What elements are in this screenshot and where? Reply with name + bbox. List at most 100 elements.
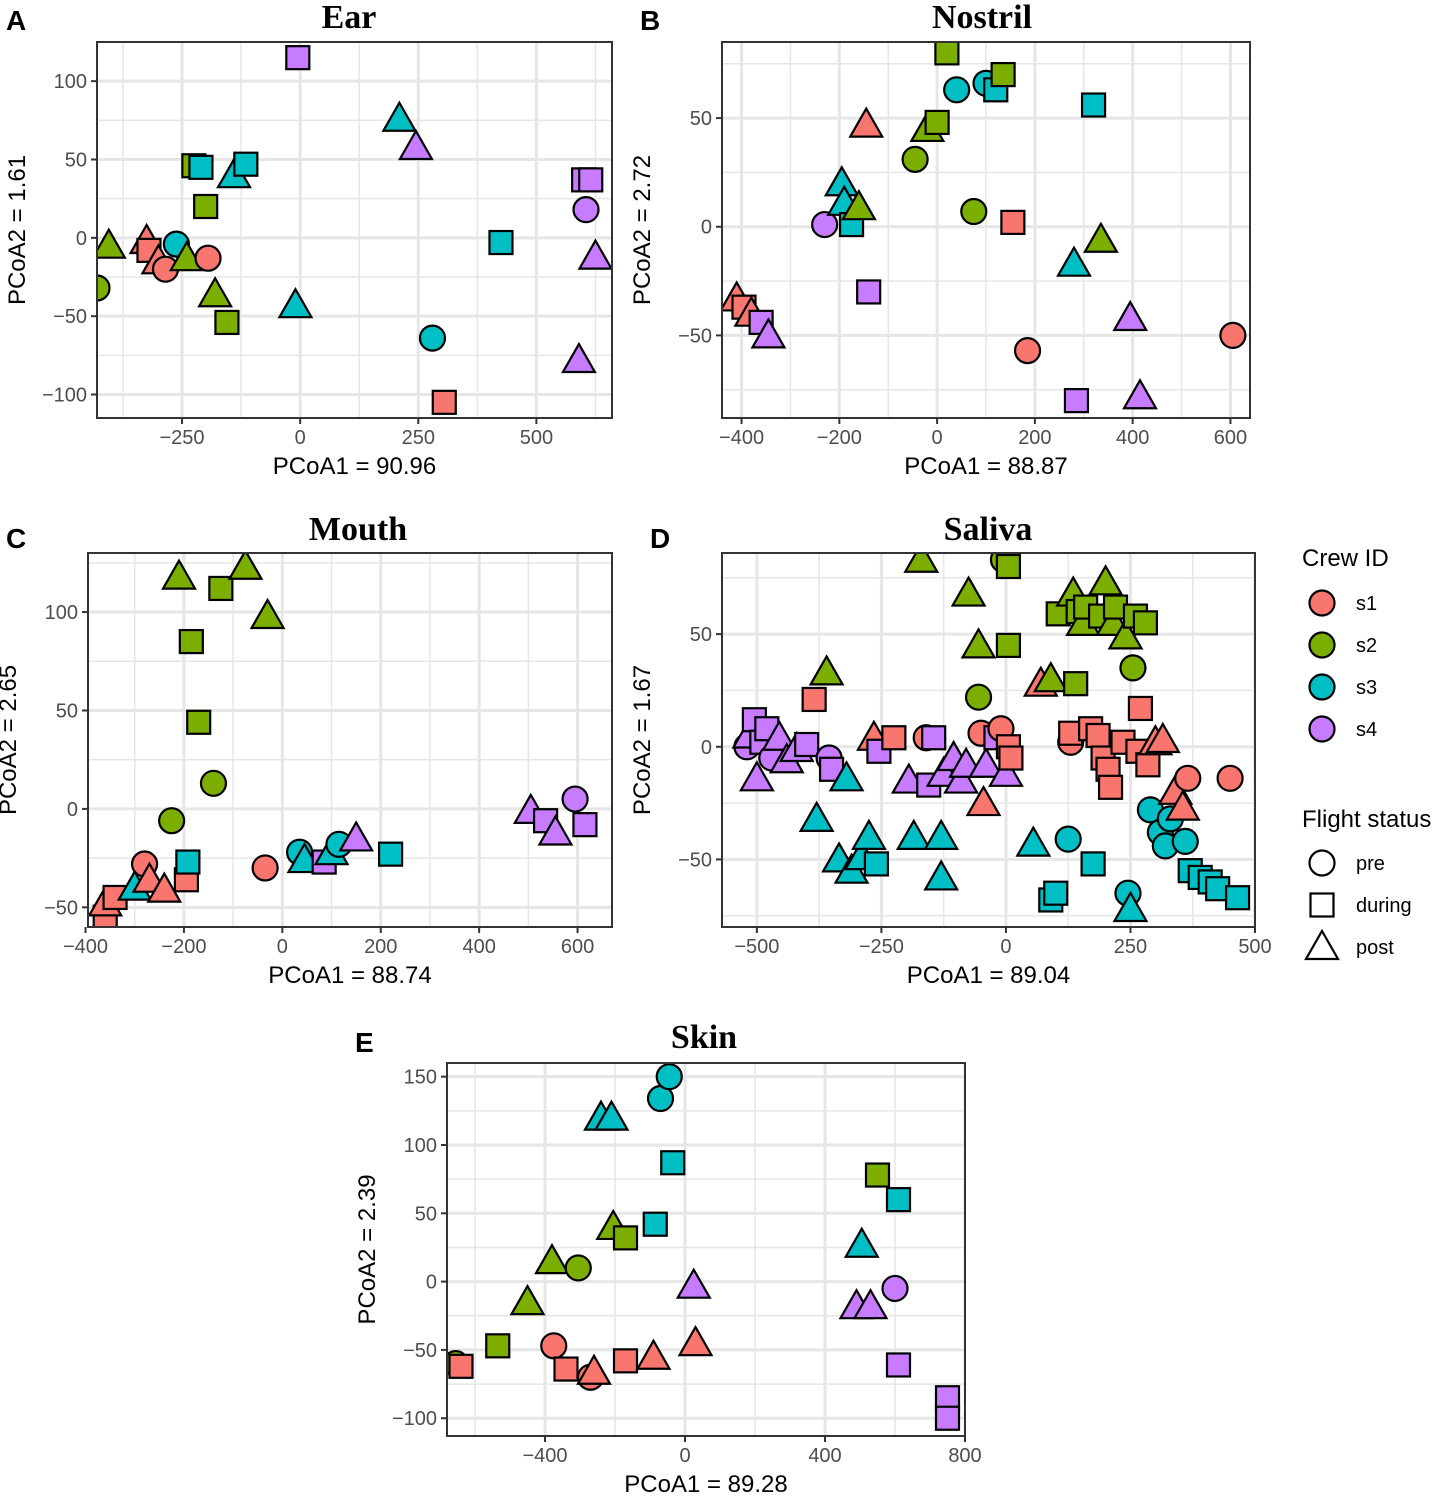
x-tick-label: −250	[859, 936, 904, 958]
x-axis-label: PCoA1 = 89.28	[624, 1471, 787, 1498]
y-axis-label: PCoA2 = 2.65	[0, 665, 22, 815]
point-s1-square	[553, 1356, 579, 1382]
plot-border	[446, 1062, 966, 1437]
y-tick-label: 0	[701, 737, 712, 759]
legend-swatch-s2	[1308, 631, 1336, 659]
point-s2-circle	[97, 274, 111, 302]
legend-label: s1	[1356, 593, 1377, 615]
y-tick-label: −50	[678, 325, 712, 347]
point-s1-square	[1135, 752, 1161, 778]
point-s2-square	[934, 42, 960, 66]
point-s1-triangle	[146, 871, 183, 903]
plot-border	[96, 41, 613, 419]
point-s4-triangle	[943, 762, 979, 794]
panel-title: Nostril	[932, 0, 1032, 36]
point-s1-square	[881, 725, 907, 751]
point-s3-square	[885, 1187, 912, 1213]
point-s2-square	[208, 575, 234, 602]
point-s1-square	[998, 745, 1024, 771]
data-points	[88, 553, 598, 927]
point-s1-circle	[1013, 337, 1042, 365]
x-tick-label: 0	[295, 427, 306, 449]
point-s3-square	[488, 229, 514, 256]
point-s4-square	[794, 731, 820, 758]
point-s1-triangle	[677, 1324, 714, 1357]
point-s1-triangle	[635, 1338, 672, 1370]
y-tick-label: 100	[54, 71, 87, 93]
point-s3-square	[1080, 851, 1106, 877]
x-tick-label: −200	[817, 427, 862, 449]
y-axis-label: PCoA2 = 1.67	[629, 665, 656, 815]
y-tick-label: −50	[403, 1340, 437, 1362]
x-tick-label: 500	[520, 427, 553, 449]
point-s1-square	[1097, 774, 1124, 800]
y-tick-label: 0	[426, 1272, 437, 1294]
point-s2-circle	[964, 683, 993, 711]
gridlines	[722, 42, 1250, 418]
point-s3-triangle	[843, 1226, 880, 1258]
x-tick-label: 0	[932, 427, 943, 449]
panel-title: Mouth	[309, 511, 407, 548]
x-tick-label: 200	[1018, 427, 1051, 449]
point-s2-square	[990, 62, 1016, 88]
point-s3-circle	[1171, 827, 1199, 855]
y-axis-label: PCoA2 = 2.72	[629, 155, 656, 305]
legend-swatch-s1	[1308, 589, 1336, 617]
legend-item-s4: s4	[1308, 715, 1377, 743]
plot-background	[447, 1063, 965, 1436]
point-s4-circle	[561, 785, 589, 813]
legend-label: s4	[1356, 719, 1377, 741]
y-tick-label: 0	[76, 228, 87, 250]
point-s2-triangle	[1032, 660, 1069, 693]
point-s4-triangle	[338, 820, 375, 852]
point-s1-triangle	[848, 106, 885, 138]
x-tick-label: 0	[277, 936, 288, 958]
point-s4-square	[578, 167, 604, 193]
x-axis-label: PCoA1 = 88.87	[904, 453, 1067, 480]
point-s2-triangle	[960, 627, 997, 659]
point-s2-triangle	[509, 1283, 546, 1316]
point-s3-triangle	[851, 818, 887, 850]
point-s1-circle	[251, 854, 279, 882]
legend-label: s3	[1356, 677, 1377, 699]
point-s3-triangle	[923, 859, 960, 891]
x-tick-label: 0	[679, 1445, 690, 1467]
point-s2-square	[178, 628, 204, 655]
x-tick-label: 600	[561, 936, 594, 958]
point-s3-triangle	[593, 1099, 630, 1131]
point-s3-circle	[655, 1063, 683, 1091]
point-s4-triangle	[398, 128, 434, 161]
point-s3-square	[1224, 885, 1251, 911]
x-tick-label: 400	[1116, 427, 1149, 449]
point-s3-triangle	[923, 818, 960, 850]
x-tick-label: 0	[1000, 936, 1011, 958]
point-s3-square	[863, 851, 890, 877]
point-s4-triangle	[1122, 378, 1158, 410]
point-s3-square	[188, 154, 214, 180]
x-tick-label: −200	[161, 936, 206, 958]
point-s3-circle	[1054, 825, 1082, 853]
point-s1-circle	[1219, 321, 1247, 350]
plot-border	[721, 41, 1251, 419]
panel-letter: C	[6, 523, 26, 554]
y-tick-label: 50	[690, 624, 712, 646]
point-s1-square	[612, 1348, 639, 1374]
data-points	[447, 1063, 961, 1431]
point-s3-square	[377, 841, 404, 867]
y-tick-label: 50	[415, 1203, 437, 1225]
panel-c: C Mouth −400 −200 0 200 400 600 −50 0 50 100 PCoA1 =…	[0, 511, 613, 989]
point-s2-triangle	[227, 553, 264, 580]
x-tick-label: −400	[522, 1445, 567, 1467]
point-s3-triangle	[1056, 245, 1092, 277]
point-s1-square	[1000, 209, 1026, 235]
point-s1-circle	[1174, 764, 1202, 792]
y-tick-label: 0	[701, 217, 712, 239]
point-s2-square	[1063, 671, 1089, 697]
point-s2-circle	[564, 1254, 592, 1282]
x-axis-label: PCoA1 = 90.96	[273, 453, 436, 480]
panel-letter: D	[650, 523, 670, 554]
point-s2-triangle	[1082, 221, 1119, 253]
y-tick-label: 100	[404, 1135, 437, 1157]
